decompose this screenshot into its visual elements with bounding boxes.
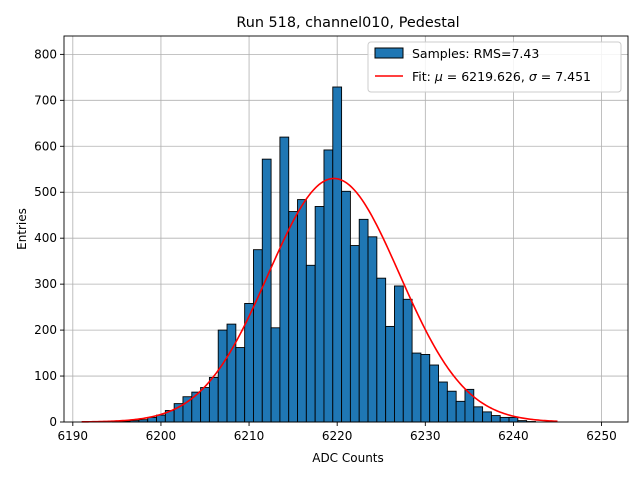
histogram-bar	[420, 354, 431, 423]
histogram-bar	[429, 364, 439, 423]
histogram-bar	[490, 415, 501, 423]
x-tick-label: 6220	[322, 429, 353, 443]
y-axis-label: Entries	[15, 208, 29, 250]
legend-box	[367, 41, 622, 93]
x-tick-label: 6230	[410, 429, 441, 443]
x-tick-label: 6210	[234, 429, 265, 443]
histogram-bar	[482, 411, 492, 423]
histogram-bar	[314, 206, 325, 423]
histogram-bar	[376, 277, 387, 423]
legend-samples-label: Samples: RMS=7.43	[412, 46, 539, 61]
histogram-bar	[217, 329, 228, 423]
histogram-bar	[473, 406, 484, 423]
histogram-bar	[156, 414, 166, 423]
y-tick-label: 500	[34, 185, 57, 199]
histogram-bar	[455, 400, 466, 423]
histogram-bar	[499, 416, 510, 423]
histogram-bar	[411, 352, 422, 423]
histogram-bar	[402, 298, 413, 423]
histogram-bar	[385, 325, 395, 423]
histogram-bar	[332, 86, 343, 423]
histogram-bar	[323, 149, 334, 423]
histogram-bar	[253, 249, 263, 423]
histogram-bar	[508, 416, 519, 423]
x-tick-label: 6190	[58, 429, 89, 443]
histogram-bars	[112, 86, 536, 423]
plot-frame	[63, 35, 629, 423]
y-tick-label: 100	[34, 369, 57, 383]
y-tick-label: 200	[34, 323, 57, 337]
histogram-bar	[297, 199, 307, 423]
histogram-bar	[341, 190, 351, 423]
legend-fit-label: Fit: μ = 6219.626, σ = 7.451	[412, 69, 591, 84]
chart-title: Run 518, channel010, Pedestal	[236, 15, 459, 31]
x-tick-label: 6240	[498, 429, 529, 443]
fit-curve	[81, 177, 558, 423]
x-axis-label: ADC Counts	[312, 451, 384, 465]
histogram-bar	[261, 158, 272, 423]
x-tick-label: 6200	[146, 429, 177, 443]
y-tick-label: 600	[34, 139, 57, 153]
histogram-bar	[367, 236, 378, 423]
y-tick-label: 700	[34, 93, 57, 107]
x-tick-label: 6250	[586, 429, 617, 443]
y-axis-ticks: 0 100 200 300 400 500 600 700 800	[34, 47, 64, 429]
histogram-bar	[235, 347, 246, 423]
histogram-bar	[394, 285, 404, 423]
histogram-bar	[208, 376, 219, 423]
y-tick-label: 400	[34, 231, 57, 245]
legend-samples-swatch	[374, 47, 404, 59]
histogram-bar	[464, 388, 475, 423]
y-tick-label: 800	[34, 47, 57, 61]
histogram-bar	[446, 390, 457, 423]
histogram-bar	[305, 264, 316, 423]
histogram-bar	[438, 381, 448, 423]
histogram-bar	[270, 327, 281, 423]
histogram-bar	[279, 136, 290, 423]
histogram-bar	[288, 211, 298, 423]
y-tick-label: 0	[49, 415, 57, 429]
histogram-bar	[226, 323, 237, 423]
legend: Samples: RMS=7.43 Fit: μ = 6219.626, σ =…	[367, 41, 622, 93]
histogram-bar	[358, 218, 369, 423]
y-tick-label: 300	[34, 277, 57, 291]
histogram-bar	[200, 387, 210, 423]
x-axis-ticks: 6190 6200 6210 6220 6230 6240 6250	[58, 422, 617, 443]
histogram-bar	[349, 245, 360, 423]
